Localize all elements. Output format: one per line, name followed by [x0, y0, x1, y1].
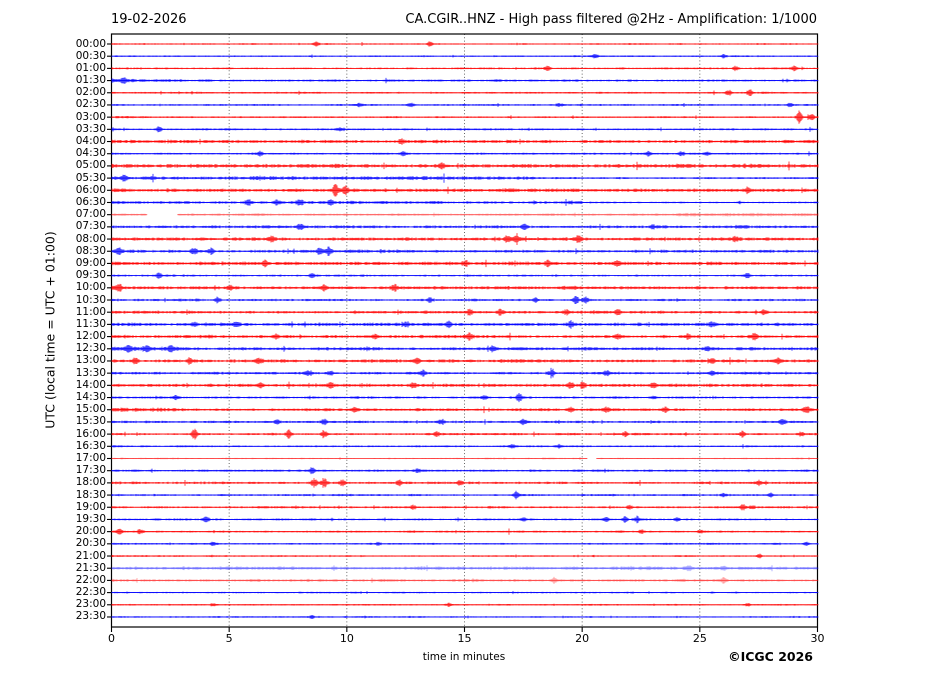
- time-label: 18:00: [75, 476, 106, 489]
- minute-label: 15: [457, 632, 472, 645]
- time-label: 20:30: [75, 537, 106, 550]
- time-label: 16:30: [75, 439, 106, 452]
- time-label: 15:00: [75, 403, 106, 416]
- time-label: 22:30: [75, 586, 106, 599]
- time-label: 14:00: [75, 378, 106, 391]
- time-label: 06:00: [75, 183, 106, 196]
- time-label: 01:30: [75, 74, 106, 87]
- time-label: 02:00: [75, 86, 106, 99]
- time-label: 09:00: [75, 256, 106, 269]
- time-label: 20:00: [75, 525, 106, 538]
- minute-label: 0: [108, 632, 115, 645]
- date-label: 19-02-2026: [111, 12, 187, 27]
- time-label: 19:30: [75, 512, 106, 525]
- plot-title: CA.CGIR..HNZ - High pass filtered @2Hz -…: [405, 12, 817, 27]
- time-label: 17:00: [75, 451, 106, 464]
- time-label: 04:00: [75, 135, 106, 148]
- y-axis-title: UTC (local time = UTC + 01:00): [42, 231, 58, 429]
- time-label: 13:00: [75, 354, 106, 367]
- time-label: 01:00: [75, 61, 106, 74]
- time-label: 15:30: [75, 415, 106, 428]
- time-label: 00:00: [75, 37, 106, 50]
- x-axis-title: time in minutes: [422, 651, 506, 663]
- time-label: 05:00: [75, 159, 106, 172]
- time-label: 12:30: [75, 342, 106, 355]
- time-label: 12:00: [75, 330, 106, 343]
- minute-label: 20: [575, 632, 590, 645]
- time-label: 21:00: [75, 549, 106, 562]
- minute-label: 30: [810, 632, 825, 645]
- time-label: 17:30: [75, 464, 106, 477]
- time-label: 14:30: [75, 391, 106, 404]
- time-label: 23:00: [75, 598, 106, 611]
- time-label: 08:30: [75, 244, 106, 257]
- time-label: 08:00: [75, 232, 106, 245]
- time-label: 10:00: [75, 281, 106, 294]
- time-label: 05:30: [75, 171, 106, 184]
- time-label: 11:30: [75, 317, 106, 330]
- time-label: 03:30: [75, 122, 106, 135]
- time-label: 04:30: [75, 147, 106, 160]
- time-label: 10:30: [75, 293, 106, 306]
- copyright-label: ©ICGC 2026: [728, 649, 813, 664]
- time-label: 22:00: [75, 573, 106, 586]
- time-label: 03:00: [75, 110, 106, 123]
- time-label: 00:30: [75, 49, 106, 62]
- time-label: 11:00: [75, 305, 106, 318]
- time-label: 18:30: [75, 488, 106, 501]
- time-label: 16:00: [75, 427, 106, 440]
- minute-label: 5: [225, 632, 233, 645]
- time-label: 19:00: [75, 500, 106, 513]
- time-label: 07:30: [75, 220, 106, 233]
- time-label: 23:30: [75, 610, 106, 623]
- minute-label: 25: [692, 632, 707, 645]
- time-label: 02:30: [75, 98, 106, 111]
- time-label: 09:30: [75, 269, 106, 282]
- time-label: 13:30: [75, 366, 106, 379]
- time-label: 21:30: [75, 561, 106, 574]
- time-label: 06:30: [75, 195, 106, 208]
- minute-label: 10: [339, 632, 354, 645]
- time-label: 07:00: [75, 208, 106, 221]
